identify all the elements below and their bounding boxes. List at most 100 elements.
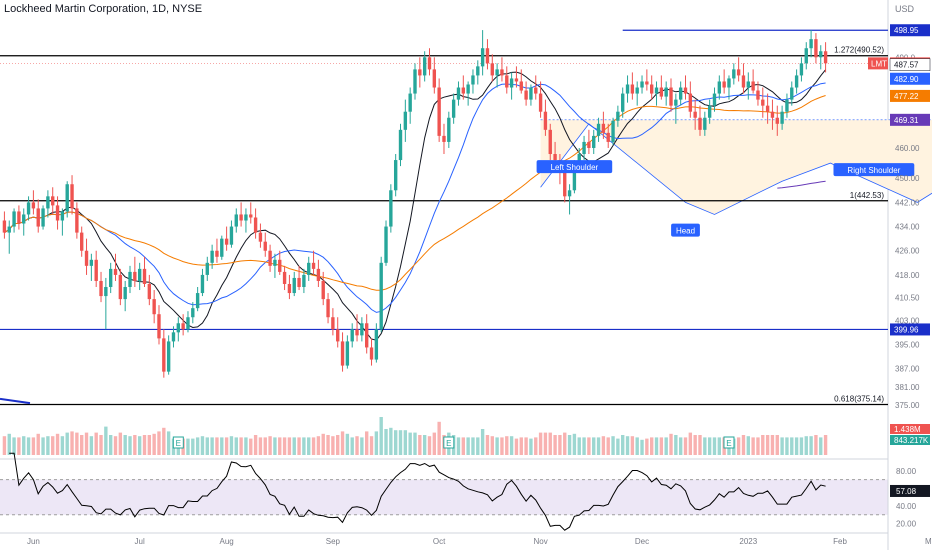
volume-bar (393, 430, 398, 455)
candle-body (133, 271, 137, 281)
candle-body (12, 211, 16, 227)
candle-body (224, 238, 229, 245)
volume-bar (674, 435, 678, 455)
candle-body (166, 341, 171, 372)
volume-bar (302, 437, 306, 455)
time-axis-label: Aug (219, 537, 233, 546)
volume-bar (282, 437, 287, 455)
volume-bar (7, 433, 11, 455)
volume-bar (210, 437, 214, 455)
volume-bar (587, 437, 591, 455)
candle-body (249, 214, 253, 218)
candle-body (799, 63, 804, 76)
volume-bar (118, 432, 123, 455)
volume-bar (70, 431, 74, 455)
candle-body (162, 338, 166, 372)
candle-body (46, 196, 50, 209)
candle-body (220, 238, 224, 257)
volume-bar (514, 438, 519, 455)
candle-body (26, 202, 31, 215)
sma-200-line (777, 180, 826, 189)
head-shoulders-area (540, 119, 932, 215)
volume-bar (480, 429, 485, 455)
volume-bar (369, 436, 374, 455)
candle-body (118, 274, 123, 300)
candle-body (693, 111, 697, 118)
time-axis-label: Mar (925, 537, 932, 546)
candle-body (654, 87, 659, 94)
volume-bar (22, 436, 26, 455)
volume-bar (683, 437, 688, 455)
price-tick-label: 442.00 (895, 198, 920, 207)
level-label-0: 1.272(490.52) (834, 46, 884, 55)
candle-body (152, 299, 156, 315)
volume-bar (374, 431, 379, 455)
volume-bar (99, 435, 103, 455)
currency-label: USD (895, 4, 915, 14)
candle-body (65, 184, 69, 212)
volume-bar (794, 437, 799, 455)
volume-bar (244, 437, 248, 455)
candle-body (703, 117, 707, 130)
volume-label-1: 843.217K (894, 436, 929, 445)
rsi-tick-label: 20.00 (896, 520, 917, 529)
candle-body (51, 196, 55, 206)
candle-body (635, 87, 639, 94)
candle-body (75, 208, 79, 233)
candle-body (524, 90, 528, 100)
rsi-line (9, 452, 826, 531)
volume-bar (693, 435, 697, 455)
candle-body (393, 160, 398, 191)
price-label-4: 477.22 (894, 92, 919, 101)
volume-bar (543, 432, 548, 455)
volume-bar (137, 436, 142, 455)
rsi-value-label: 57.08 (896, 487, 917, 496)
candle-body (60, 211, 65, 221)
volume-bar (698, 435, 702, 455)
candle-body (229, 226, 234, 245)
pattern-label-bg (671, 223, 700, 237)
pattern-label-bg (536, 160, 613, 174)
candle-body (302, 274, 306, 288)
candle-body (384, 226, 388, 263)
candle-body (234, 214, 238, 227)
volume-bar (635, 437, 639, 455)
candle-body (577, 154, 581, 167)
volume-bar (703, 437, 707, 455)
candle-body (727, 78, 731, 88)
candle-body (543, 111, 548, 130)
volume-bar (519, 437, 523, 455)
candle-body (688, 93, 693, 112)
volume-bar (625, 436, 630, 455)
candle-body (321, 280, 325, 300)
volume-bar (273, 437, 277, 455)
candle-body (94, 259, 98, 281)
volume-bar (471, 437, 475, 455)
volume-bar (142, 435, 147, 455)
volume-bar (65, 432, 69, 455)
rsi-band (0, 479, 888, 515)
volume-bar (688, 432, 693, 455)
earnings-marker: E (726, 439, 731, 448)
candle-body (751, 81, 755, 91)
level-label-2: 0.618(375.14) (834, 394, 884, 403)
volume-bar (350, 437, 354, 455)
head-shoulders-outline (540, 123, 932, 215)
candle-body (350, 329, 354, 342)
volume-bar (316, 436, 321, 455)
candle-body (587, 141, 591, 148)
time-axis-label: 2023 (739, 537, 757, 546)
volume-bar (36, 433, 40, 455)
volume-bar (524, 437, 528, 455)
candle-body (258, 232, 263, 242)
candle-body (664, 87, 668, 97)
candle-body (756, 90, 760, 100)
symbol-tag: LMT (871, 59, 887, 68)
candle-body (534, 87, 538, 94)
volume-bar (104, 426, 108, 455)
candle-body (601, 123, 606, 133)
candle-body (732, 69, 736, 79)
candle-body (746, 81, 750, 88)
volume-bar (292, 437, 296, 455)
